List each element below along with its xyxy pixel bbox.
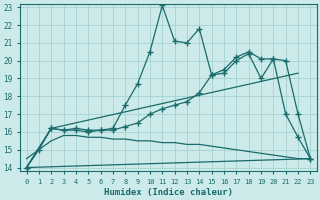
X-axis label: Humidex (Indice chaleur): Humidex (Indice chaleur): [104, 188, 233, 197]
